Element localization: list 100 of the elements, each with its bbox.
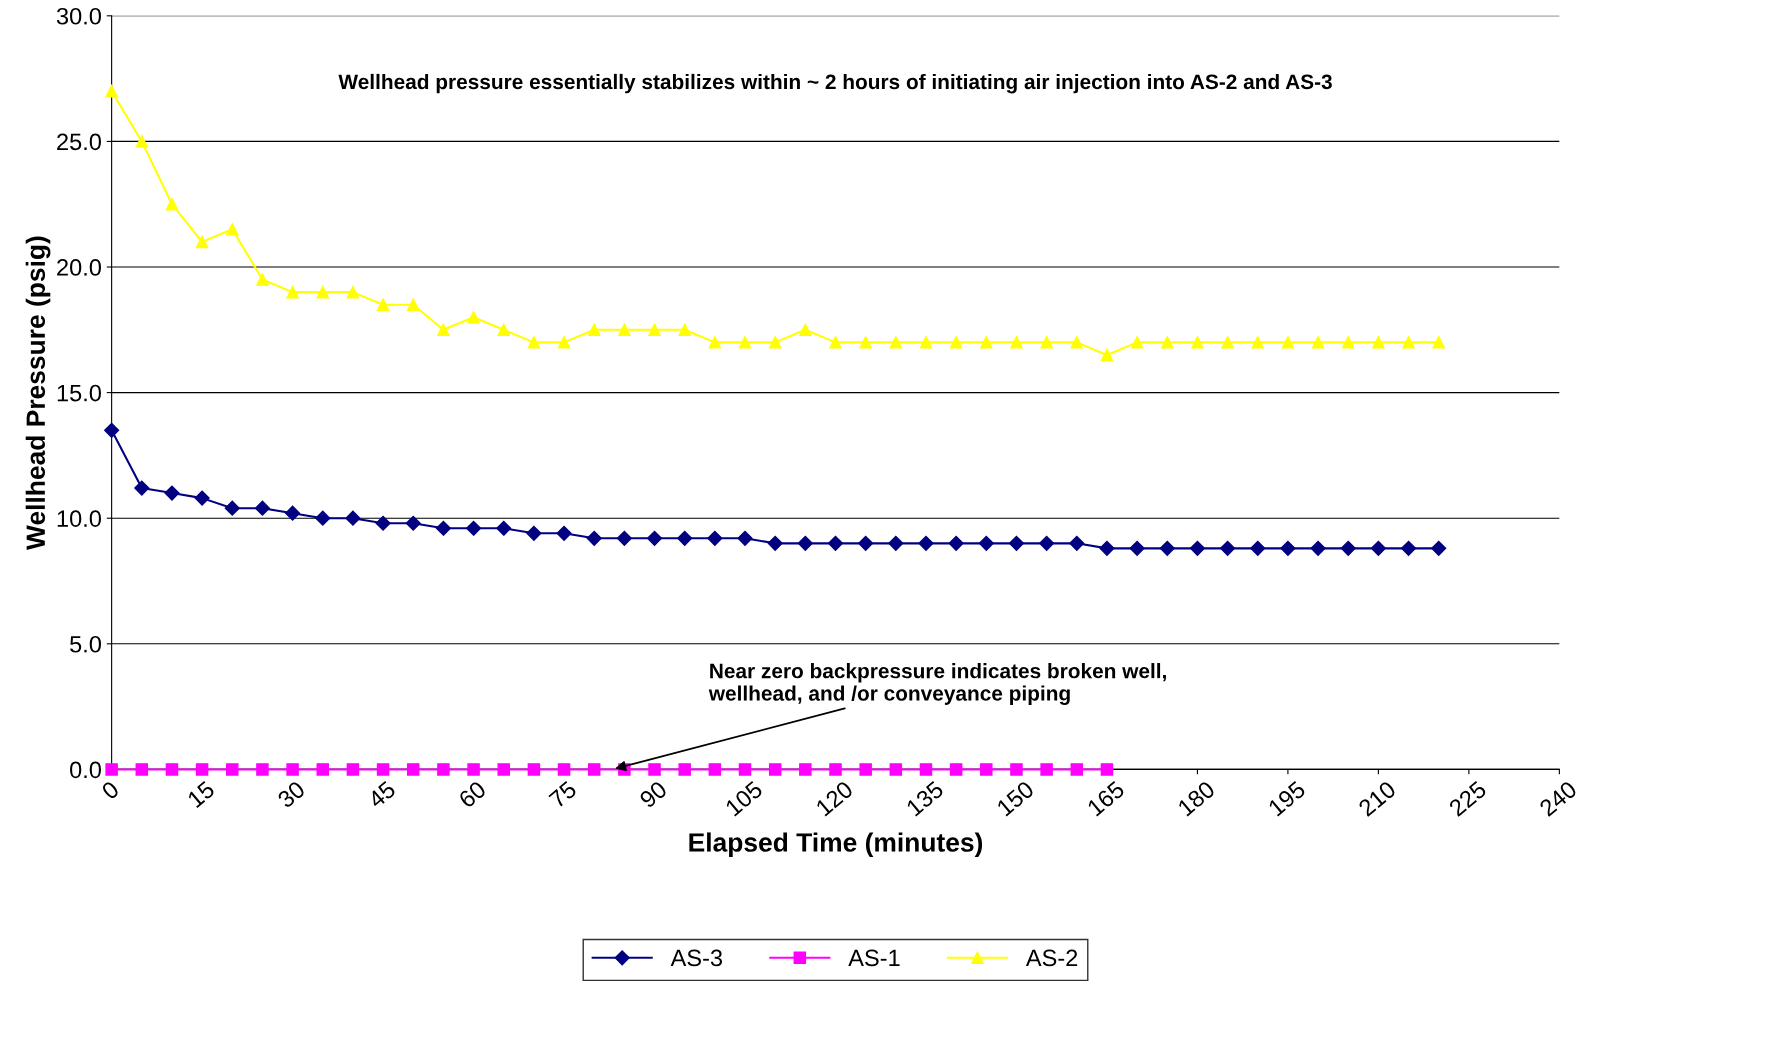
point — [467, 763, 480, 776]
point — [616, 530, 632, 546]
point — [737, 530, 753, 546]
x-tick-label: 180 — [1177, 780, 1216, 817]
point — [104, 422, 120, 438]
point — [286, 285, 299, 299]
point — [1191, 336, 1204, 349]
point — [224, 500, 240, 516]
point — [1070, 336, 1084, 349]
point — [286, 763, 299, 776]
point — [587, 323, 601, 337]
point — [496, 520, 512, 536]
point — [827, 535, 844, 551]
point — [285, 505, 301, 521]
point — [465, 520, 482, 536]
point — [406, 298, 420, 311]
point — [256, 273, 269, 286]
legend-label: AS-1 — [848, 949, 900, 967]
point — [226, 223, 239, 236]
x-tick-label: 135 — [905, 780, 945, 817]
point — [165, 763, 179, 776]
y-tick-label: 30.0 — [56, 7, 101, 25]
point — [1280, 540, 1296, 556]
point — [1070, 763, 1084, 776]
point — [708, 763, 722, 776]
point — [767, 535, 783, 551]
x-tick-label: 45 — [366, 780, 397, 809]
point — [1370, 540, 1386, 556]
point — [406, 763, 420, 776]
legend-label: AS-3 — [670, 949, 723, 967]
point — [1100, 348, 1114, 362]
point — [587, 763, 601, 776]
point — [1311, 336, 1325, 349]
x-tick-label: 150 — [996, 780, 1035, 817]
point — [1100, 763, 1114, 776]
point — [678, 763, 691, 776]
point — [1159, 540, 1175, 556]
x-tick-label: 60 — [457, 780, 487, 809]
point — [1069, 535, 1085, 551]
point — [1099, 540, 1115, 556]
annotation: Wellhead pressure essentially stabilizes within ~ 2 hours of initiating air injection into AS-2 and AS-3 — [338, 73, 1332, 94]
x-tick-label: 0 — [100, 780, 121, 801]
point — [1310, 540, 1326, 556]
x-tick-label: 15 — [186, 780, 216, 809]
point — [1040, 763, 1053, 776]
point — [557, 763, 571, 776]
point — [405, 515, 421, 531]
point — [315, 510, 331, 526]
point — [135, 135, 149, 148]
point — [1372, 336, 1385, 349]
point — [648, 323, 661, 337]
y-tick-label: 25.0 — [57, 133, 101, 151]
point — [768, 336, 782, 349]
point — [1010, 763, 1023, 776]
point — [195, 763, 209, 776]
point — [497, 763, 510, 776]
y-tick-label: 10.0 — [57, 510, 101, 527]
point — [134, 480, 150, 496]
point — [1129, 540, 1145, 556]
point — [888, 535, 904, 551]
point — [437, 763, 450, 776]
point — [556, 525, 572, 541]
x-tick-label: 30 — [276, 780, 307, 809]
point — [1281, 336, 1295, 349]
point — [889, 763, 903, 776]
point — [768, 763, 782, 776]
x-tick-label: 225 — [1448, 780, 1488, 817]
point — [859, 763, 872, 776]
point — [799, 323, 812, 337]
point — [980, 336, 993, 349]
point — [435, 520, 451, 536]
point — [316, 763, 330, 776]
point — [1008, 535, 1025, 551]
point — [829, 336, 842, 349]
x-tick-label: 195 — [1267, 780, 1307, 817]
point — [618, 323, 631, 337]
point — [376, 763, 390, 776]
y-tick-label: 20.0 — [57, 259, 101, 276]
x-axis-title: Elapsed Time (minutes) — [689, 832, 983, 858]
point — [1341, 336, 1355, 349]
point — [738, 336, 752, 349]
point — [1010, 336, 1023, 349]
point — [1189, 540, 1205, 556]
point — [195, 235, 209, 249]
point — [1340, 540, 1356, 556]
point — [919, 763, 933, 776]
x-tick-label: 105 — [724, 780, 764, 817]
point — [467, 311, 480, 324]
point — [164, 485, 180, 501]
point — [527, 336, 541, 349]
point — [437, 323, 450, 337]
point — [948, 535, 964, 551]
annotation: Near zero backpressure indicates broken well, wellhead, and /or conveyance piping — [708, 663, 1166, 705]
point — [1431, 540, 1447, 556]
point — [919, 336, 933, 349]
point — [1161, 336, 1174, 349]
point — [345, 510, 361, 526]
point — [677, 530, 693, 546]
point — [1040, 336, 1053, 349]
point — [346, 763, 360, 776]
